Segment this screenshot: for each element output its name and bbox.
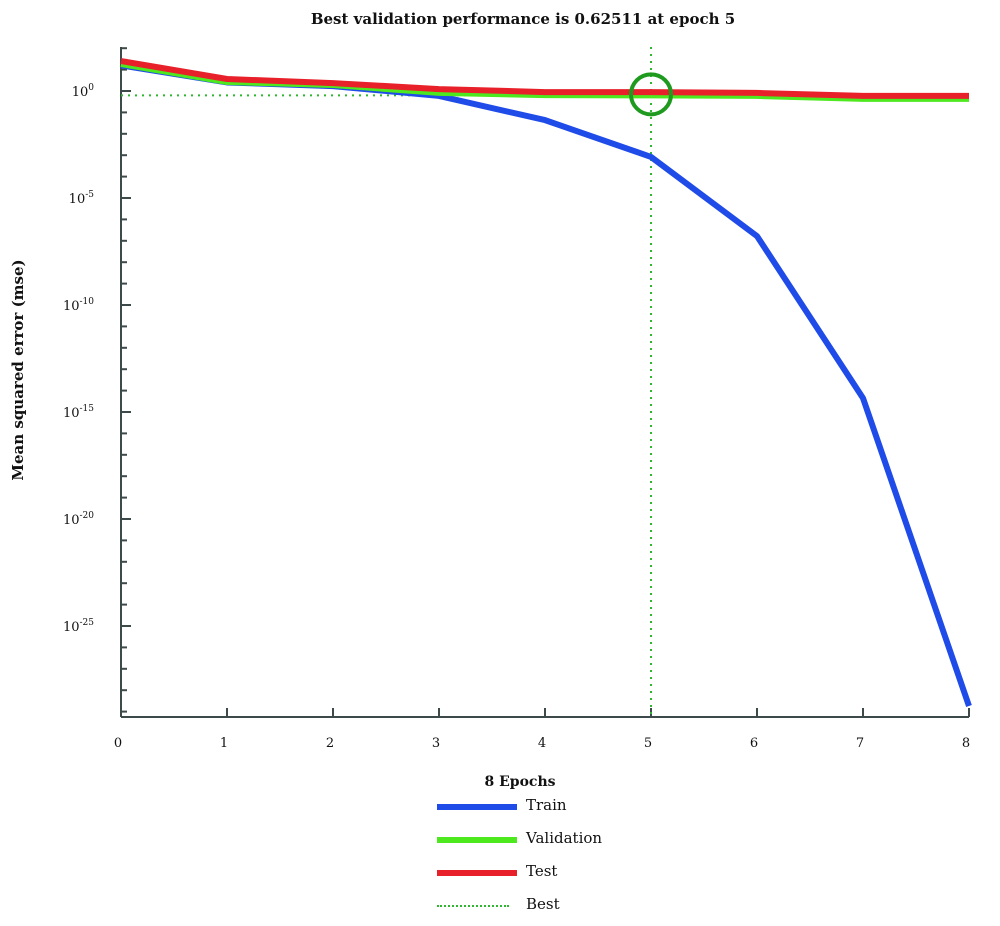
x-tick-label: 0 bbox=[114, 736, 122, 751]
x-tick-label: 6 bbox=[750, 736, 758, 751]
legend-label: Best bbox=[526, 895, 560, 913]
x-tick-label: 1 bbox=[220, 736, 228, 751]
x-tick-label: 2 bbox=[326, 736, 334, 751]
x-tick-label: 5 bbox=[644, 736, 652, 751]
legend-label: Train bbox=[526, 796, 567, 814]
plot-area: 0 1 2 3 4 5 6 7 8 100 10-5 10-10 10-15 10-20 10-25 bbox=[63, 47, 972, 751]
y-tick-label: 10-5 bbox=[69, 190, 95, 207]
legend-swatch-train bbox=[437, 804, 517, 810]
series-lines bbox=[120, 47, 972, 717]
legend-label: Test bbox=[526, 862, 558, 880]
series-train bbox=[120, 62, 972, 708]
legend-item-train: Train bbox=[437, 796, 637, 820]
series-test bbox=[120, 58, 969, 99]
legend-label: Validation bbox=[526, 829, 603, 847]
y-tick-label: 10-10 bbox=[63, 297, 94, 314]
legend-swatch-validation bbox=[437, 837, 517, 843]
x-tick-label: 8 bbox=[962, 736, 970, 751]
legend-item-test: Test bbox=[437, 862, 637, 886]
x-tick-label: 7 bbox=[856, 736, 864, 751]
legend-swatch-test bbox=[437, 870, 517, 876]
y-tick-label: 10-20 bbox=[63, 511, 94, 528]
legend-item-validation: Validation bbox=[437, 829, 637, 853]
axes bbox=[120, 47, 970, 718]
chart-title: Best validation performance is 0.62511 a… bbox=[310, 10, 736, 28]
legend-item-best: Best bbox=[437, 895, 637, 919]
y-tick-label: 10-25 bbox=[63, 618, 94, 635]
best-marker-circle bbox=[629, 72, 673, 117]
x-tick-label: 4 bbox=[538, 736, 546, 751]
tick-labels: 0 1 2 3 4 5 6 7 8 100 10-5 10-10 10-15 10-20 10-25 bbox=[63, 83, 970, 751]
x-tick-label: 3 bbox=[432, 736, 440, 751]
legend-swatch-best bbox=[437, 905, 509, 907]
x-axis-label: 8 Epochs bbox=[484, 774, 556, 790]
y-tick-label: 10-15 bbox=[63, 404, 94, 421]
y-tick-label: 100 bbox=[72, 83, 95, 100]
